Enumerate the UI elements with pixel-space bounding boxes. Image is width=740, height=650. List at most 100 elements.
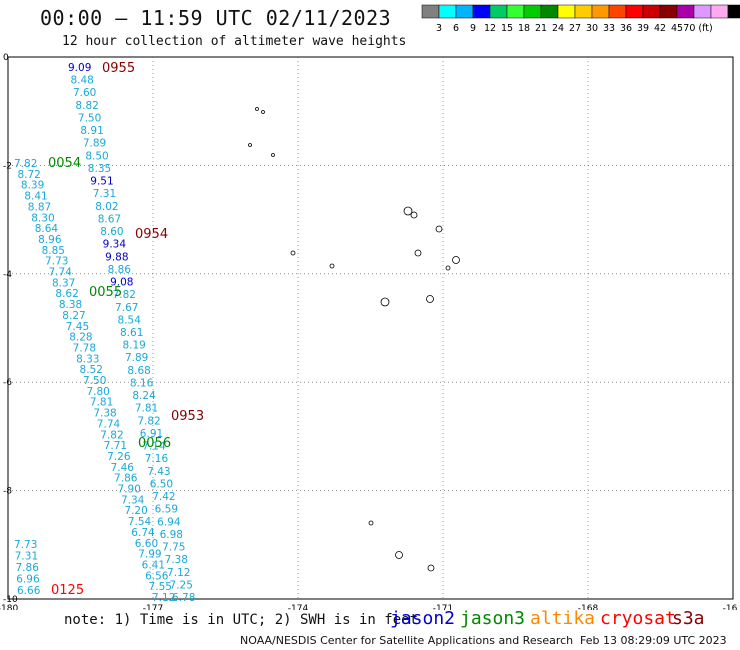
wave-height-value: 6.98 [160,529,183,541]
wave-height-value: 8.35 [88,163,111,175]
wave-height-value: 7.75 [162,542,185,554]
sat-jason3: jason3 [460,608,526,629]
wave-height-value: 7.46 [111,462,135,474]
footer-credit: NOAA/NESDIS Center for Satellite Applica… [240,634,574,647]
wave-height-value: 7.25 [170,579,193,591]
wave-height-value: 8.54 [118,314,142,326]
footer-note: note: 1) Time is in UTC; 2) SWH is in fe… [64,612,419,628]
island-outline [248,143,252,147]
legend-label: 3 [436,23,442,34]
wave-height-value: 7.73 [45,256,68,268]
wave-height-value: 8.52 [80,364,103,376]
island-outline [329,263,335,269]
pass-time-label: 0953 [171,409,204,424]
y-tick-label: -4 [3,270,12,280]
wave-height-value: 7.60 [73,87,96,99]
wave-height-value: 7.16 [145,453,169,465]
island-outline [452,256,460,264]
legend-label: 21 [535,23,547,34]
wave-height-value: 7.90 [118,484,141,496]
wave-height-value: 7.81 [90,397,113,409]
wave-height-value: 7.34 [121,494,145,506]
island-outline [261,110,265,114]
x-tick-label: -174 [288,604,309,610]
wave-height-value: 6.50 [150,478,173,490]
sat-jason2: jason2 [390,608,456,629]
wave-height-value: 6.60 [135,538,158,550]
wave-height-value: 7.12 [167,567,190,579]
wave-height-value: 7.31 [93,188,116,200]
legend-label: 24 [552,23,564,34]
wave-height-value: 7.20 [124,505,147,517]
wave-height-value: 7.82 [113,289,136,301]
wave-height-value: 7.86 [16,562,40,574]
legend-label: 12 [484,23,496,34]
footer-timestamp: Feb 13 08:29:09 UTC 2023 [580,634,727,647]
wave-height-value: 8.33 [76,353,99,365]
legend-label: 33 [603,23,615,34]
legend-label: 42 [654,23,666,34]
wave-height-value: 7.99 [138,549,161,561]
wave-height-value: 7.12 [152,592,175,604]
wave-height-map: -180-177-174-171-168-160-2-4-6-8-109.098… [0,53,738,610]
pass-time-label: 0954 [135,227,168,242]
wave-height-value: 6.94 [157,516,181,528]
wave-height-value: 8.64 [35,223,59,235]
wave-height-value: 7.73 [14,539,37,551]
island-outline [435,225,443,233]
wave-height-value: 6.74 [131,527,155,539]
map-frame [7,56,734,600]
x-tick-label: -177 [143,604,163,610]
wave-height-value: 8.86 [108,264,132,276]
pass-time-label: 0054 [48,156,81,171]
legend-label: 18 [518,23,530,34]
legend-label: 70 (ft) [683,23,712,34]
wave-height-value: 7.67 [115,302,138,314]
wave-height-value: 8.48 [70,75,93,87]
wave-height-value: 9.34 [103,239,127,251]
map-title: 00:00 – 11:59 UTC 02/11/2023 [40,6,392,30]
wave-height-value: 6.59 [155,504,178,516]
pass-time-label: 0955 [102,61,135,76]
wave-height-value: 7.38 [93,408,116,420]
wave-height-value: 7.38 [165,554,188,566]
pass-time-label: 0125 [51,583,84,598]
x-tick-label: -16 [723,604,738,610]
wave-height-value: 8.96 [38,234,62,246]
map-subtitle: 12 hour collection of altimeter wave hei… [62,34,407,49]
wave-height-value: 7.82 [14,158,37,170]
legend-label: 39 [637,23,649,34]
island-outline [427,564,435,572]
wave-height-value: 8.16 [130,377,154,389]
wave-height-value: 7.26 [107,451,131,463]
wave-height-value: 7.43 [147,466,170,478]
wave-height-value: 8.30 [31,212,54,224]
wave-height-value: 8.19 [122,340,145,352]
island-outline [403,206,413,216]
wave-height-value: 8.60 [100,226,123,238]
wave-height-value: 7.89 [125,352,148,364]
wave-height-value: 8.61 [120,327,143,339]
wave-height-value: 8.68 [127,365,150,377]
wave-height-value: 9.08 [110,277,133,289]
wave-height-value: 7.74 [49,267,73,279]
island-outline [445,265,451,271]
wave-height-value: 7.45 [66,321,89,333]
legend-label: 27 [569,23,581,34]
island-outline [290,250,296,256]
wave-height-value: 8.02 [95,201,118,213]
wave-height-value: 8.50 [85,150,108,162]
wave-height-value: 9.09 [68,62,91,74]
legend-label: 30 [586,23,598,34]
wave-height-value: 7.89 [83,138,106,150]
wave-height-value: 7.82 [137,415,160,427]
wave-height-value: 6.78 [172,592,195,604]
wave-height-value: 7.31 [15,551,38,563]
wave-height-value: 8.72 [17,169,40,181]
legend-label: 15 [501,23,513,34]
y-tick-label: 0 [3,53,9,63]
wave-height-value: 8.28 [69,332,92,344]
wave-height-value: 7.71 [104,440,127,452]
island-outline [426,295,434,303]
wave-height-value: 8.82 [75,100,98,112]
